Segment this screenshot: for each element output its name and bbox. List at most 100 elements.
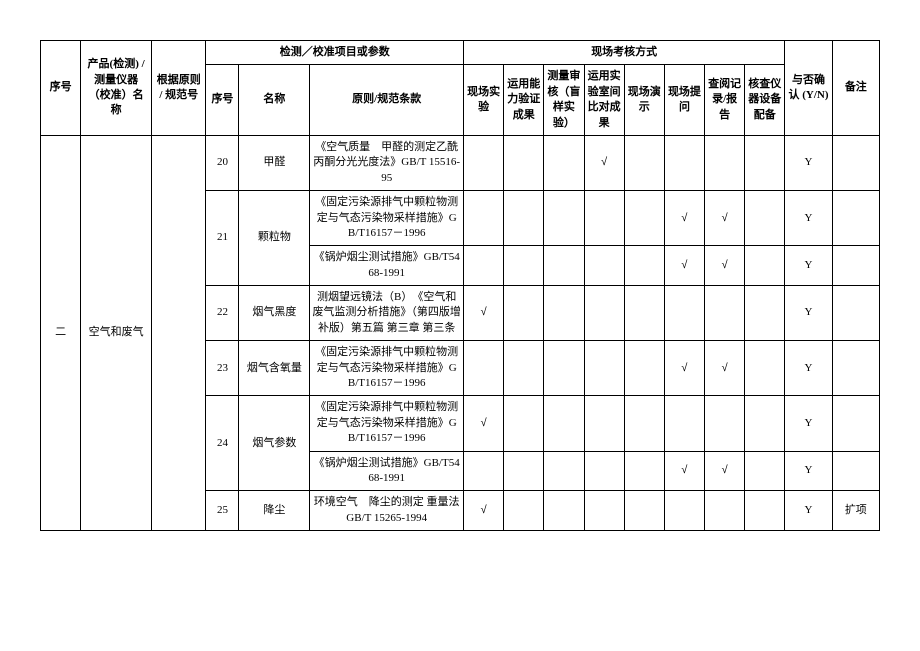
clause: 《固定污染源排气中颗粒物测定与气态污染物采样措施》GB/T16157－1996 — [310, 396, 464, 451]
remark-cell — [832, 286, 879, 341]
assess-cell — [664, 135, 704, 190]
col-name: 名称 — [239, 65, 310, 136]
assess-cell: √ — [705, 341, 745, 396]
col-sub-seq: 序号 — [206, 65, 239, 136]
table-row: 二 空气和废气 20 甲醛 《空气质量 甲醛的测定乙酰丙酮分光光度法》GB/T … — [41, 135, 880, 190]
basis-cell — [152, 135, 206, 530]
assess-cell — [504, 246, 544, 286]
assess-cell — [504, 396, 544, 451]
assess-cell — [624, 246, 664, 286]
confirm-cell: Y — [785, 341, 832, 396]
col-a6: 现场提问 — [664, 65, 704, 136]
item-name: 甲醛 — [239, 135, 310, 190]
assess-cell: √ — [664, 451, 704, 491]
item-name: 烟气参数 — [239, 396, 310, 491]
table-body: 二 空气和废气 20 甲醛 《空气质量 甲醛的测定乙酰丙酮分光光度法》GB/T … — [41, 135, 880, 530]
assess-cell — [504, 135, 544, 190]
col-remark: 备注 — [832, 41, 879, 136]
assess-cell — [705, 396, 745, 451]
item-name: 降尘 — [239, 491, 310, 531]
col-detect-group: 检测／校准项目或参数 — [206, 41, 464, 65]
remark-cell: 扩项 — [832, 491, 879, 531]
clause: 《固定污染源排气中颗粒物测定与气态污染物采样措施》GB/T16157－1996 — [310, 341, 464, 396]
confirm-cell: Y — [785, 491, 832, 531]
assess-cell: √ — [705, 246, 745, 286]
assess-cell: √ — [464, 396, 504, 451]
col-a3: 测量审核（盲样实验） — [544, 65, 584, 136]
assess-cell: √ — [464, 286, 504, 341]
col-a2: 运用能力验证成果 — [504, 65, 544, 136]
sub-seq: 21 — [206, 191, 239, 286]
confirm-cell: Y — [785, 191, 832, 246]
assess-cell — [624, 491, 664, 531]
col-assess-group: 现场考核方式 — [464, 41, 785, 65]
remark-cell — [832, 396, 879, 451]
assess-cell — [544, 491, 584, 531]
assess-cell — [584, 396, 624, 451]
assess-cell: √ — [664, 341, 704, 396]
item-name: 烟气含氧量 — [239, 341, 310, 396]
header-row-1: 序号 产品(检测) / 测量仪器（校准）名称 根据原则 / 规范号 检测／校准项… — [41, 41, 880, 65]
assess-cell — [504, 286, 544, 341]
remark-cell — [832, 341, 879, 396]
col-a7: 查阅记录/报告 — [705, 65, 745, 136]
assess-cell — [745, 491, 785, 531]
assess-cell — [664, 396, 704, 451]
col-a5: 现场演示 — [624, 65, 664, 136]
assess-cell: √ — [705, 191, 745, 246]
assess-cell — [464, 191, 504, 246]
assess-cell — [544, 191, 584, 246]
assess-cell — [705, 135, 745, 190]
confirm-cell: Y — [785, 135, 832, 190]
assess-cell — [745, 246, 785, 286]
assess-cell — [624, 135, 664, 190]
assess-cell: √ — [464, 491, 504, 531]
col-product: 产品(检测) / 测量仪器（校准）名称 — [81, 41, 152, 136]
remark-cell — [832, 191, 879, 246]
sub-seq: 25 — [206, 491, 239, 531]
assess-cell — [705, 491, 745, 531]
assess-cell — [504, 191, 544, 246]
sub-seq: 23 — [206, 341, 239, 396]
assess-cell — [544, 246, 584, 286]
assess-cell — [504, 341, 544, 396]
assess-cell: √ — [664, 246, 704, 286]
assess-cell — [624, 451, 664, 491]
clause: 《固定污染源排气中颗粒物测定与气态污染物采样措施》GB/T16157－1996 — [310, 191, 464, 246]
confirm-cell: Y — [785, 451, 832, 491]
col-seq: 序号 — [41, 41, 81, 136]
col-a1: 现场实验 — [464, 65, 504, 136]
assess-cell — [584, 246, 624, 286]
assess-cell — [544, 341, 584, 396]
assess-cell — [745, 286, 785, 341]
assess-cell — [745, 451, 785, 491]
assess-cell — [544, 286, 584, 341]
assess-cell — [584, 451, 624, 491]
remark-cell — [832, 246, 879, 286]
remark-cell — [832, 135, 879, 190]
assess-cell — [544, 135, 584, 190]
confirm-cell: Y — [785, 246, 832, 286]
assess-cell: √ — [705, 451, 745, 491]
assess-cell — [745, 191, 785, 246]
assess-cell — [584, 286, 624, 341]
item-name: 颗粒物 — [239, 191, 310, 286]
confirm-cell: Y — [785, 286, 832, 341]
col-a8: 核查仪器设备配备 — [745, 65, 785, 136]
remark-cell — [832, 451, 879, 491]
assess-cell — [464, 341, 504, 396]
item-name: 烟气黑度 — [239, 286, 310, 341]
clause: 《空气质量 甲醛的测定乙酰丙酮分光光度法》GB/T 15516-95 — [310, 135, 464, 190]
assess-cell — [624, 396, 664, 451]
confirm-cell: Y — [785, 396, 832, 451]
assess-cell — [745, 396, 785, 451]
col-clause: 原则/规范条款 — [310, 65, 464, 136]
assess-cell — [745, 341, 785, 396]
assess-cell — [705, 286, 745, 341]
assess-cell — [544, 451, 584, 491]
col-basis: 根据原则 / 规范号 — [152, 41, 206, 136]
sub-seq: 20 — [206, 135, 239, 190]
assess-cell — [584, 341, 624, 396]
assess-cell — [624, 286, 664, 341]
assess-cell — [504, 491, 544, 531]
